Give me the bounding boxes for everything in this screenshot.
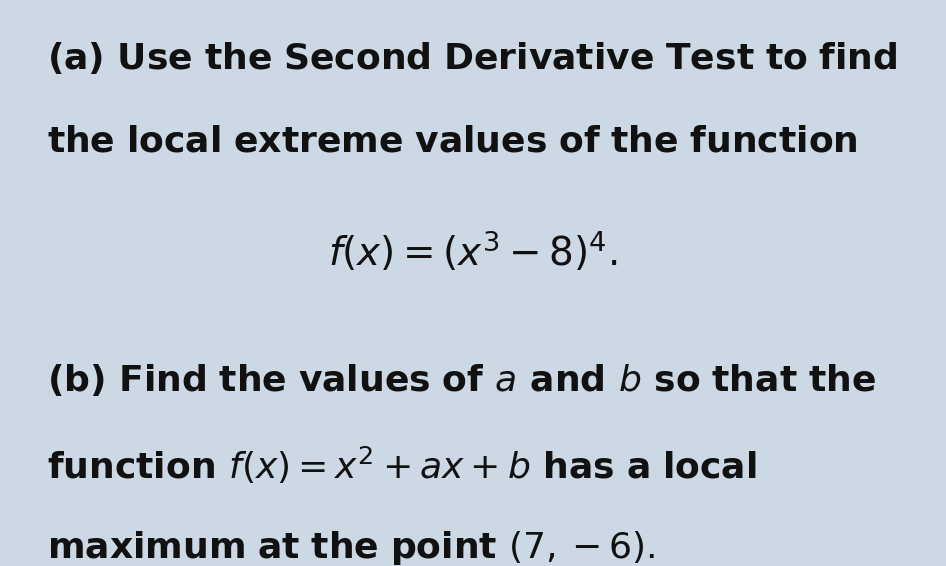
- Text: $\bf{function}$ $f(x) = x^2 + ax + b$ $\bf{has\ a\ local}$: $\bf{function}$ $f(x) = x^2 + ax + b$ $\…: [47, 444, 757, 486]
- Text: $\mathbf{(a)}$ $\bf{Use\ the\ Second\ Derivative\ Test\ to\ find}$: $\mathbf{(a)}$ $\bf{Use\ the\ Second\ De…: [47, 40, 898, 76]
- Text: $f(x) = (x^3 - 8)^4.$: $f(x) = (x^3 - 8)^4.$: [328, 229, 618, 274]
- Text: $\mathbf{(b)}$ $\bf{Find\ the\ values\ of}$ $a$ $\bf{and}$ $b$ $\bf{so\ that\ th: $\mathbf{(b)}$ $\bf{Find\ the\ values\ o…: [47, 362, 876, 398]
- Text: $\bf{maximum\ at\ the\ point}$ $(7, -6).$: $\bf{maximum\ at\ the\ point}$ $(7, -6).…: [47, 529, 656, 566]
- Text: $\bf{the\ local\ extreme\ values\ of\ the\ function}$: $\bf{the\ local\ extreme\ values\ of\ th…: [47, 125, 858, 158]
